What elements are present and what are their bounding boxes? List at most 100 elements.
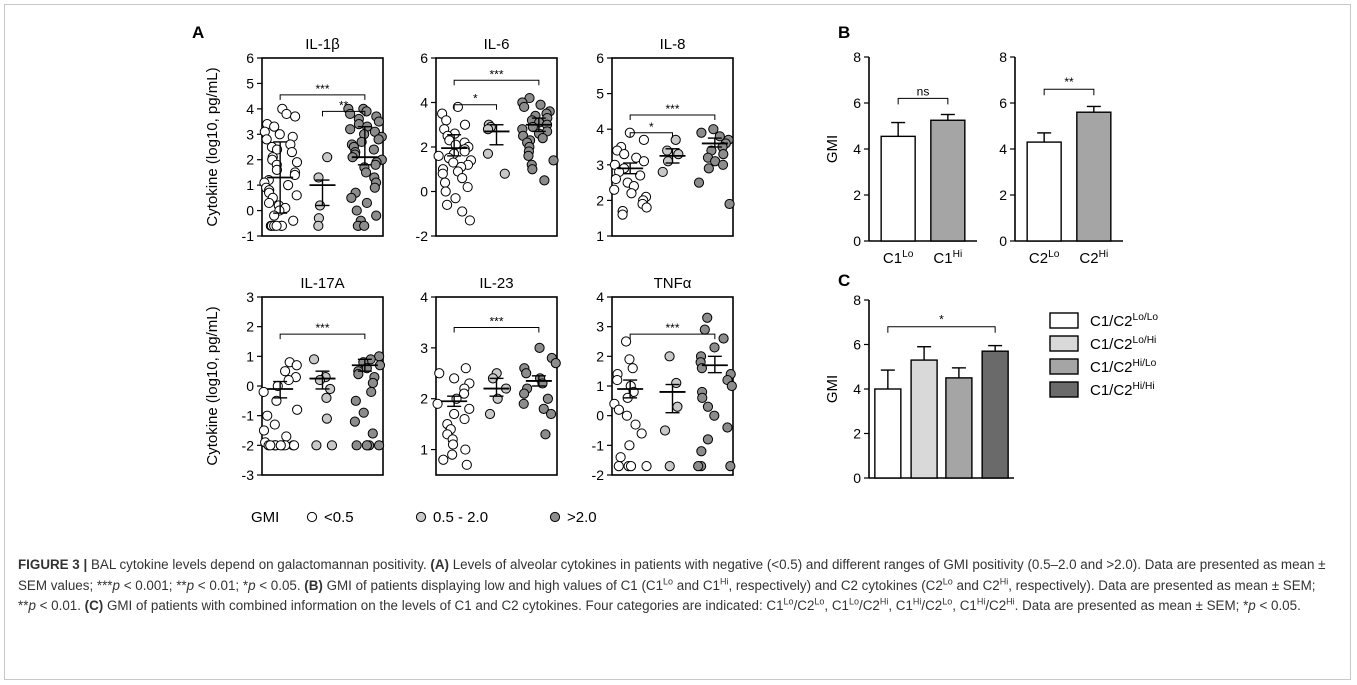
caption-text: /C2 bbox=[859, 598, 880, 613]
figure-chart: A B C IL-1β -1 0 1 2 3 4 5 6 Cytokine (log10, pg/… bbox=[192, 23, 1158, 526]
c-legend-swatch bbox=[1049, 312, 1079, 329]
data-point bbox=[615, 452, 626, 463]
data-point bbox=[664, 351, 675, 362]
gmi-legend-marker bbox=[415, 511, 427, 523]
caption-text: < 0.001; ** bbox=[119, 577, 187, 593]
data-point bbox=[613, 461, 624, 472]
data-point bbox=[449, 408, 460, 420]
data-point bbox=[351, 205, 362, 216]
gmi-legend: GMI <0.5 0.5 - 2.0 >2.0 bbox=[251, 509, 597, 526]
data-point bbox=[361, 440, 372, 451]
caption-sup: Hi bbox=[976, 596, 986, 607]
data-point bbox=[638, 156, 650, 167]
bar-panel: 0 2 4 6 8 ** bbox=[999, 49, 1123, 249]
caption-text: /C2 bbox=[985, 598, 1007, 613]
y-axis-label: Cytokine (log10, pg/mL) bbox=[204, 306, 221, 465]
data-point bbox=[702, 312, 713, 323]
significance-bracket bbox=[1043, 88, 1095, 96]
data-point bbox=[290, 111, 301, 122]
data-point bbox=[460, 363, 471, 374]
data-point bbox=[696, 446, 707, 457]
data-point bbox=[308, 354, 320, 365]
bar bbox=[981, 350, 1009, 479]
c-legend-swatch bbox=[1049, 335, 1079, 352]
data-point bbox=[630, 419, 641, 430]
caption-label-c: (C) bbox=[84, 598, 104, 613]
caption-sup: Hi bbox=[912, 596, 922, 607]
data-point bbox=[432, 398, 443, 409]
data-point bbox=[519, 101, 530, 113]
data-point bbox=[433, 150, 444, 161]
y-tick-label: 4 bbox=[246, 101, 254, 117]
caption-sup: Hi bbox=[999, 576, 1009, 587]
y-tick-label: 4 bbox=[999, 141, 1007, 157]
caption-text: , C1 bbox=[824, 598, 849, 613]
x-tick-label: C2Lo bbox=[1029, 249, 1060, 267]
significance-bracket bbox=[897, 97, 949, 105]
data-point bbox=[462, 181, 473, 193]
data-point bbox=[349, 416, 361, 427]
data-point bbox=[373, 116, 385, 127]
caption-text: < 0.05. bbox=[1255, 598, 1301, 613]
data-point bbox=[693, 177, 705, 188]
scatter-panel: IL-17A -3 -2 -1 0 1 2 3 Cytokine (log10, pg/mL) *… bbox=[204, 275, 386, 483]
y-tick-label: 2 bbox=[246, 319, 254, 335]
data-point bbox=[624, 440, 635, 451]
data-point bbox=[662, 156, 674, 167]
caption-text: , C1 bbox=[952, 598, 977, 613]
data-point bbox=[612, 374, 623, 386]
data-point bbox=[370, 159, 381, 170]
data-point bbox=[447, 439, 459, 450]
y-tick-label: 2 bbox=[853, 426, 861, 442]
data-point bbox=[708, 124, 719, 135]
significance-label: *** bbox=[489, 67, 503, 81]
data-point bbox=[550, 358, 561, 369]
data-point bbox=[724, 198, 735, 210]
significance-label: *** bbox=[665, 321, 679, 335]
data-point bbox=[725, 461, 736, 472]
y-tick-label: 6 bbox=[596, 50, 604, 66]
y-tick-label: 2 bbox=[596, 192, 604, 208]
bar bbox=[1076, 111, 1112, 242]
data-point bbox=[627, 363, 638, 374]
y-tick-label: -1 bbox=[242, 228, 255, 244]
data-point bbox=[524, 92, 535, 104]
y-tick-label: 2 bbox=[420, 391, 428, 407]
data-point bbox=[448, 157, 459, 168]
data-point bbox=[291, 157, 303, 168]
data-point bbox=[275, 440, 286, 451]
y-tick-label: -2 bbox=[242, 437, 255, 453]
data-point bbox=[703, 163, 714, 174]
data-point bbox=[439, 177, 451, 188]
y-axis-label: GMI bbox=[824, 375, 841, 403]
plot-frame bbox=[611, 57, 734, 237]
caption-text: , respectively) and C2 cytokines (C2 bbox=[728, 577, 943, 593]
caption-text: GMI of patients displaying low and high … bbox=[322, 577, 664, 593]
y-tick-label: 1 bbox=[246, 177, 254, 193]
data-point bbox=[625, 461, 637, 472]
gmi-legend-title: GMI bbox=[251, 509, 279, 526]
plot-title: IL-17A bbox=[300, 275, 344, 292]
y-tick-label: 0 bbox=[853, 233, 861, 249]
data-point bbox=[659, 425, 671, 436]
data-point bbox=[671, 377, 682, 389]
y-tick-label: 6 bbox=[853, 337, 861, 353]
data-point bbox=[359, 220, 370, 231]
data-point bbox=[437, 168, 448, 179]
y-tick-label: 6 bbox=[420, 50, 428, 66]
data-point bbox=[371, 210, 382, 221]
y-tick-label: 2 bbox=[246, 152, 254, 168]
data-point bbox=[374, 351, 385, 362]
data-point bbox=[271, 164, 283, 175]
data-point bbox=[459, 413, 470, 425]
data-point bbox=[269, 121, 280, 132]
y-tick-label: 4 bbox=[420, 289, 428, 305]
caption-text: /C2 bbox=[793, 598, 815, 613]
plot-title: IL-6 bbox=[484, 36, 510, 53]
caption-figure-number: FIGURE 3 | bbox=[18, 557, 88, 572]
data-point bbox=[635, 170, 646, 181]
caption-text: and C2 bbox=[952, 577, 1000, 593]
data-point bbox=[624, 354, 635, 365]
data-point bbox=[367, 428, 378, 439]
